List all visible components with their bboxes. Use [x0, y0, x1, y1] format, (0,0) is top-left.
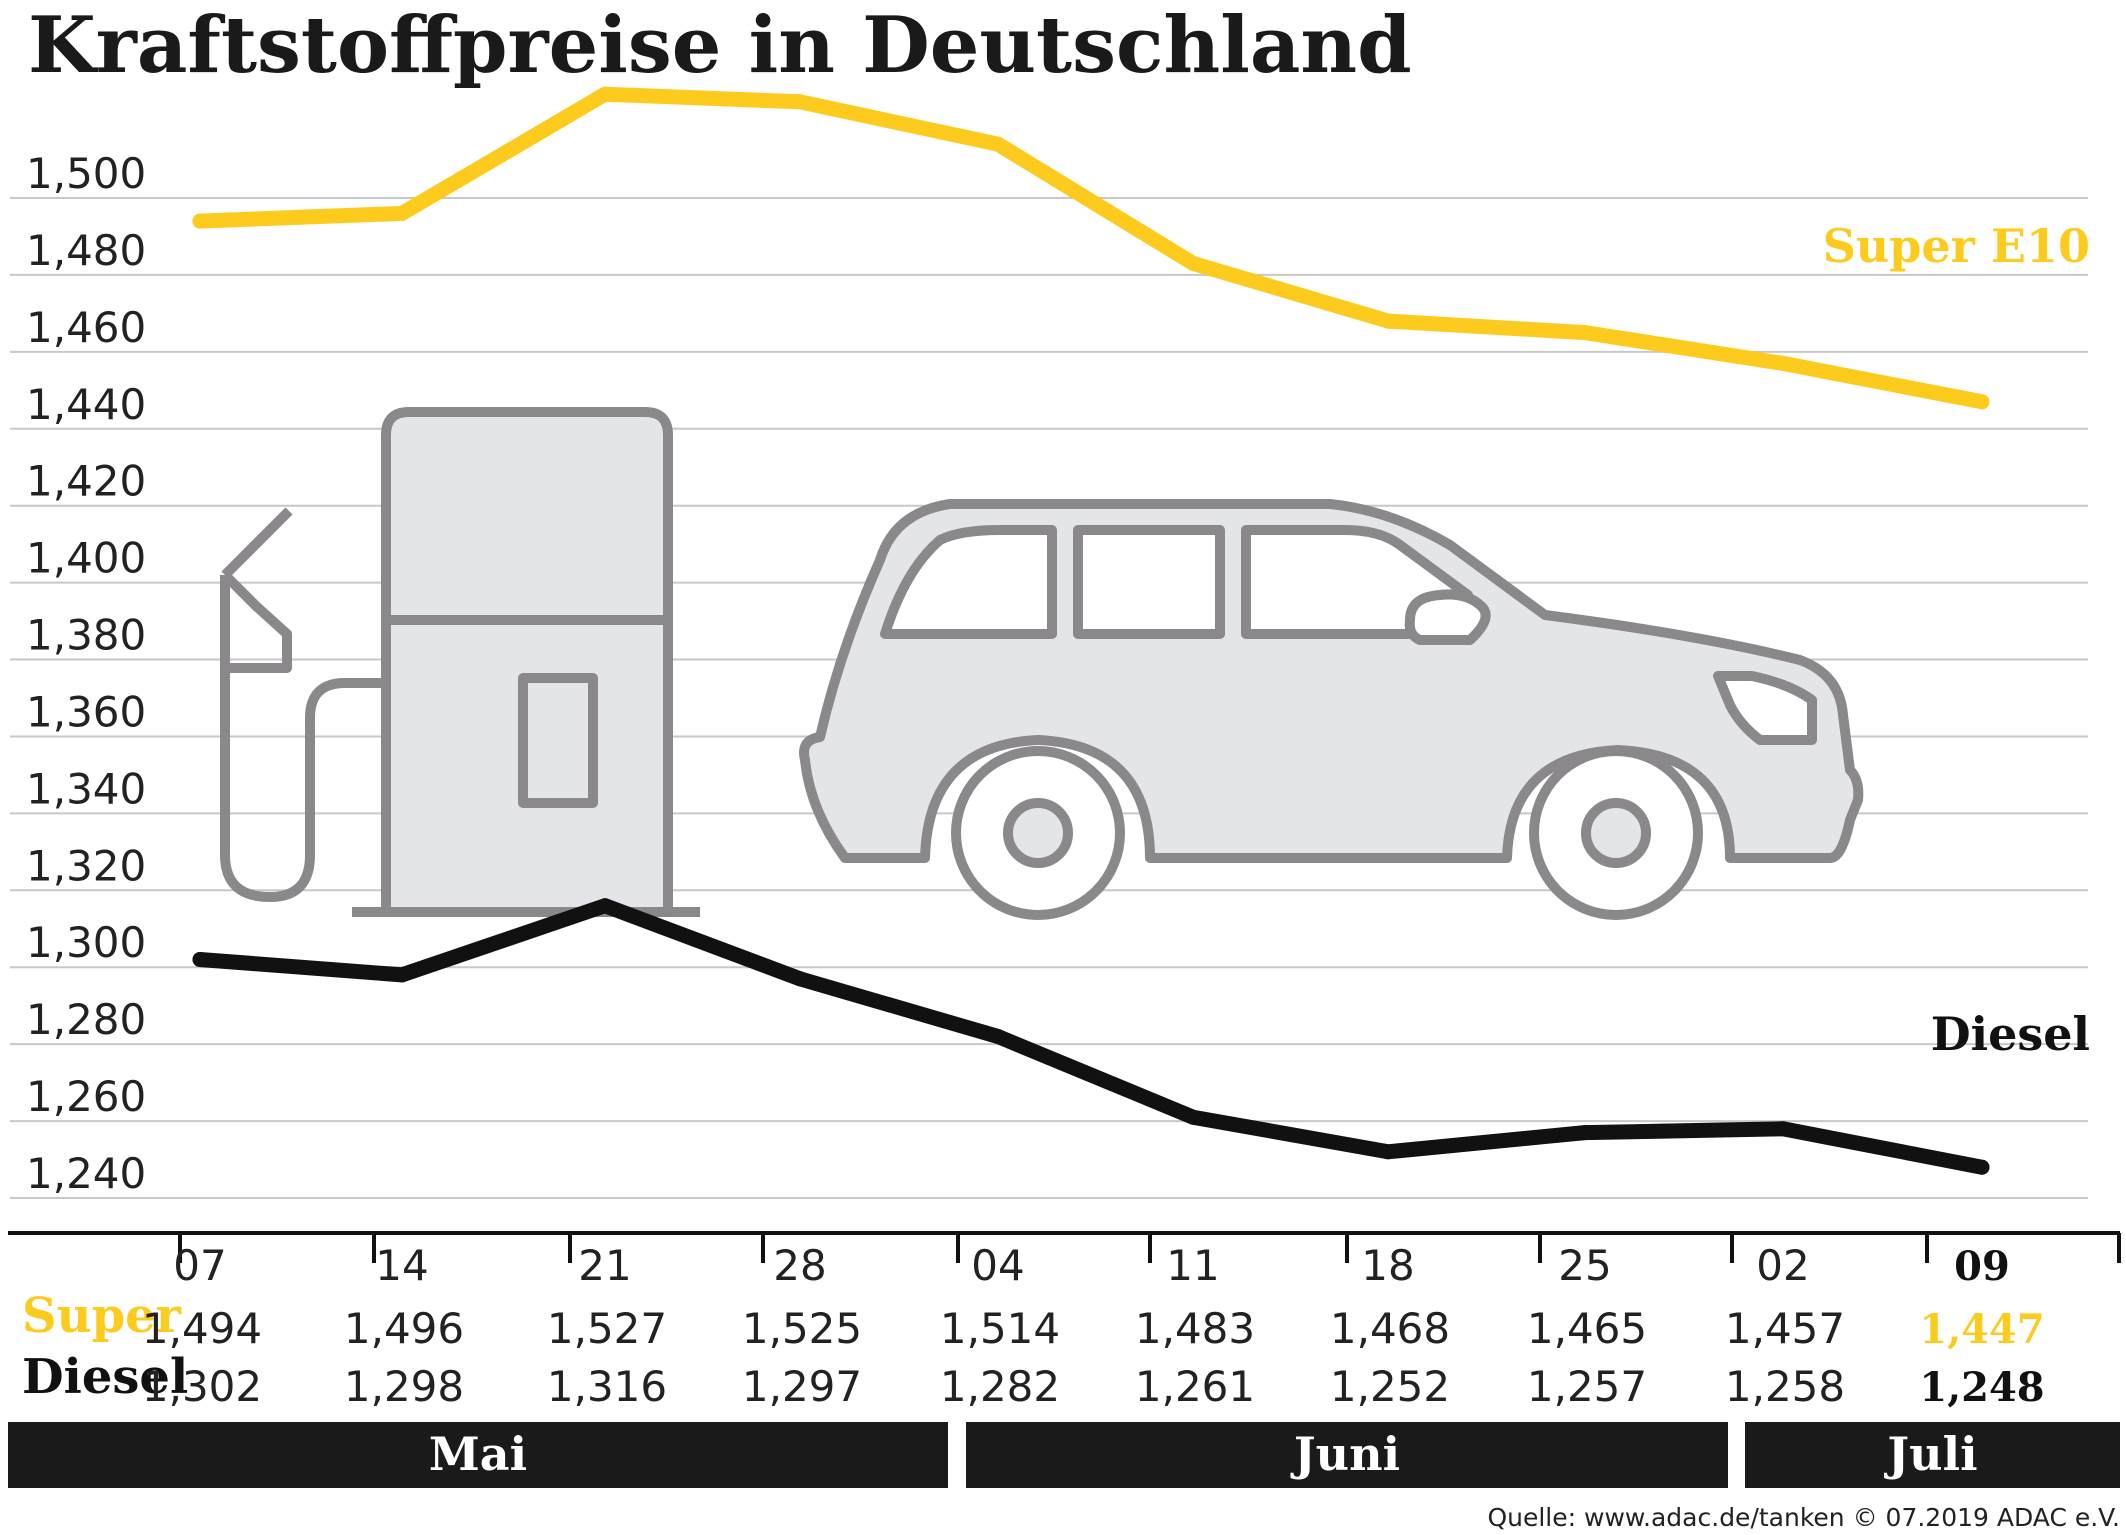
data-label: 1,483 [1135, 1304, 1255, 1353]
y-tick-label: 1,500 [26, 149, 146, 198]
data-point-diesel [1380, 1144, 1396, 1160]
data-label: 1,457 [1725, 1304, 1845, 1353]
data-point-super-e10 [1974, 394, 1990, 410]
y-tick-label: 1,480 [26, 226, 146, 275]
x-tick-label: 14 [375, 1241, 428, 1290]
data-point-diesel [192, 952, 208, 967]
y-tick-label: 1,420 [26, 457, 146, 506]
data-point-super-e10 [1380, 313, 1396, 329]
y-tick-label: 1,360 [26, 687, 146, 736]
y-tick-label: 1,460 [26, 303, 146, 352]
value-table: 1,494 1,496 1,527 1,525 1,514 1,483 1,468 1,465… [142, 1304, 2045, 1411]
series-label-super-e10: Super E10 [1823, 219, 2090, 273]
data-label: 1,465 [1527, 1304, 1647, 1353]
x-tick-label: 21 [578, 1241, 631, 1290]
y-tick-label: 1,380 [26, 611, 146, 660]
month-label: Juni [1290, 1427, 1400, 1481]
y-tick-label: 1,440 [26, 380, 146, 429]
data-point-super-e10 [990, 136, 1006, 152]
x-axis-labels: 07 14 21 28 04 11 18 25 02 09 [173, 1241, 2010, 1290]
data-point-diesel [1775, 1121, 1791, 1137]
data-label: 1,302 [142, 1362, 262, 1411]
data-label: 1,282 [940, 1362, 1060, 1411]
month-label: Mai [429, 1427, 527, 1481]
month-label: Juli [1883, 1427, 1977, 1481]
data-label: 1,316 [547, 1362, 667, 1411]
x-axis [8, 1231, 2121, 1263]
data-label: 1,248 [1919, 1364, 2044, 1411]
data-label: 1,525 [742, 1304, 862, 1353]
data-label: 1,297 [742, 1362, 862, 1411]
data-point-diesel [990, 1029, 1006, 1044]
x-tick-label: 09 [1954, 1243, 2010, 1290]
month-bars: Mai Juni Juli [8, 1422, 2120, 1488]
data-label: 1,257 [1527, 1362, 1647, 1411]
series-line-diesel [192, 898, 1990, 1175]
data-point-super-e10 [394, 205, 410, 221]
series-line-super-e10 [192, 86, 1990, 410]
month-bar [1745, 1422, 2120, 1488]
data-label: 1,298 [344, 1362, 464, 1411]
data-label: 1,447 [1919, 1306, 2044, 1353]
data-point-diesel [394, 967, 410, 983]
x-tick-label: 11 [1166, 1241, 1219, 1290]
data-point-diesel [597, 898, 613, 914]
series-label-diesel: Diesel [1931, 1007, 2090, 1061]
chart-title: Kraftstoffpreise in Deutschland [28, 0, 1412, 91]
x-tick-label: 04 [971, 1241, 1024, 1290]
data-label: 1,258 [1725, 1362, 1845, 1411]
source-note: Quelle: www.adac.de/tanken © 07.2019 ADA… [1487, 1503, 2120, 1532]
y-axis-labels: 1,500 1,480 1,460 1,440 1,420 1,400 1,380 1,360… [26, 149, 146, 1198]
y-tick-label: 1,400 [26, 534, 146, 583]
y-tick-label: 1,340 [26, 764, 146, 813]
data-label: 1,252 [1330, 1362, 1450, 1411]
data-point-diesel [792, 971, 808, 987]
data-point-super-e10 [792, 94, 808, 110]
fuel-pump-icon [220, 407, 700, 917]
data-point-super-e10 [1775, 355, 1791, 371]
series-lines [192, 86, 1990, 1175]
y-tick-label: 1,240 [26, 1149, 146, 1198]
data-point-diesel [1577, 1125, 1593, 1141]
table-row-label-diesel: Diesel [22, 1349, 188, 1405]
data-point-super-e10 [1577, 325, 1593, 341]
y-tick-label: 1,280 [26, 995, 146, 1044]
x-tick-label: 07 [173, 1241, 226, 1290]
y-tick-label: 1,260 [26, 1072, 146, 1121]
y-tick-label: 1,320 [26, 841, 146, 890]
data-label: 1,514 [940, 1304, 1060, 1353]
x-tick-label: 02 [1756, 1241, 1809, 1290]
data-label: 1,261 [1135, 1362, 1255, 1411]
x-tick-label: 18 [1361, 1241, 1414, 1290]
y-tick-label: 1,300 [26, 918, 146, 967]
data-label: 1,527 [547, 1304, 667, 1353]
data-label: 1,494 [142, 1304, 262, 1353]
month-bar [966, 1422, 1728, 1488]
x-tick-label: 25 [1558, 1241, 1611, 1290]
car-icon [799, 499, 1864, 920]
x-tick-label: 28 [773, 1241, 826, 1290]
data-point-super-e10 [192, 213, 208, 229]
table-row-label-super: Super [22, 1288, 182, 1344]
month-bar [8, 1422, 948, 1488]
data-point-diesel [1185, 1109, 1201, 1125]
data-point-super-e10 [597, 86, 613, 102]
data-point-diesel [1974, 1159, 1990, 1175]
data-label: 1,468 [1330, 1304, 1450, 1353]
data-point-super-e10 [1185, 255, 1201, 271]
data-label: 1,496 [344, 1304, 464, 1353]
